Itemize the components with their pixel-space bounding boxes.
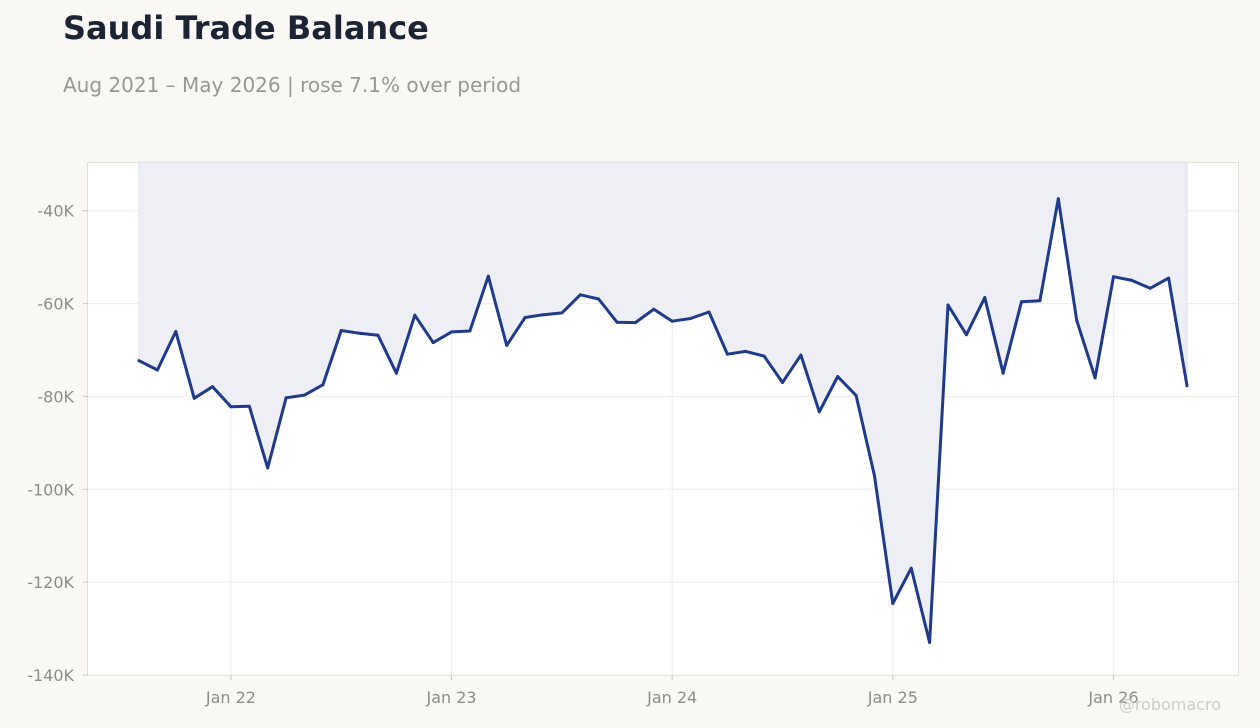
axes: -40K -60K -80K -100K -120K -140K Jan 22 Jan 23 J…: [27, 202, 1138, 707]
data-point: [486, 274, 490, 278]
data-point: [1001, 371, 1005, 375]
data-point: [983, 296, 987, 300]
data-point: [1130, 278, 1134, 282]
data-point: [964, 333, 968, 337]
data-point: [909, 566, 913, 570]
data-point: [744, 349, 748, 353]
data-point: [229, 405, 233, 409]
data-point: [799, 353, 803, 357]
y-tick-label: -80K: [37, 387, 74, 406]
x-tick-label: Jan 25: [867, 688, 918, 707]
data-point: [781, 381, 784, 384]
data-point: [450, 330, 454, 334]
data-point: [431, 341, 435, 345]
y-tick-label: -100K: [27, 480, 74, 499]
data-point: [137, 359, 141, 363]
data-point: [560, 311, 564, 315]
data-point: [836, 375, 840, 378]
data-point: [266, 466, 270, 470]
data-point: [928, 641, 932, 644]
data-point: [1093, 376, 1097, 380]
data-point: [1056, 197, 1060, 201]
data-point: [854, 394, 858, 397]
data-point: [689, 317, 693, 320]
data-point: [358, 331, 362, 335]
chart-title: Saudi Trade Balance: [63, 9, 429, 47]
data-point: [725, 352, 729, 356]
data-point: [394, 371, 398, 375]
data-point: [578, 293, 582, 297]
data-point: [192, 396, 196, 400]
data-point: [376, 333, 380, 337]
data-point: [1148, 286, 1152, 290]
data-point: [1075, 318, 1079, 322]
watermark: @robomacro: [1119, 695, 1221, 714]
data-points: [137, 197, 1189, 644]
data-point: [542, 313, 545, 317]
data-point: [707, 310, 711, 314]
data-point: [1185, 384, 1189, 388]
data-point: [1167, 276, 1171, 280]
data-point: [174, 330, 178, 333]
y-tick-label: -120K: [27, 573, 74, 592]
x-tick-label: Jan 22: [205, 688, 256, 707]
data-point: [211, 385, 214, 389]
data-point: [762, 354, 766, 358]
data-point: [946, 303, 950, 307]
x-tick-label: Jan 26: [1087, 688, 1138, 707]
data-point: [155, 368, 159, 372]
data-point: [872, 473, 876, 477]
y-tick-label: -40K: [37, 202, 74, 221]
data-point: [597, 297, 601, 301]
data-point: [615, 320, 619, 324]
x-tick-label: Jan 24: [646, 688, 697, 707]
data-point: [321, 383, 325, 387]
chart-subtitle: Aug 2021 – May 2026 | rose 7.1% over per…: [63, 73, 522, 97]
data-point: [670, 319, 674, 323]
data-point: [1020, 300, 1023, 304]
data-point: [284, 396, 288, 400]
y-tick-label: -140K: [27, 666, 74, 685]
data-point: [1038, 299, 1042, 303]
data-point: [247, 404, 251, 408]
x-tick-label: Jan 23: [426, 688, 477, 707]
data-point: [339, 329, 343, 332]
data-point: [633, 321, 637, 325]
y-tick-label: -60K: [37, 295, 74, 314]
data-point: [817, 410, 821, 414]
data-point: [468, 329, 472, 333]
series-line: [137, 197, 1189, 644]
data-point: [505, 343, 509, 347]
data-point: [523, 316, 527, 319]
data-point: [891, 602, 895, 605]
data-point: [303, 393, 306, 397]
data-point: [652, 307, 656, 311]
data-point: [413, 313, 417, 317]
data-point: [1112, 275, 1115, 279]
